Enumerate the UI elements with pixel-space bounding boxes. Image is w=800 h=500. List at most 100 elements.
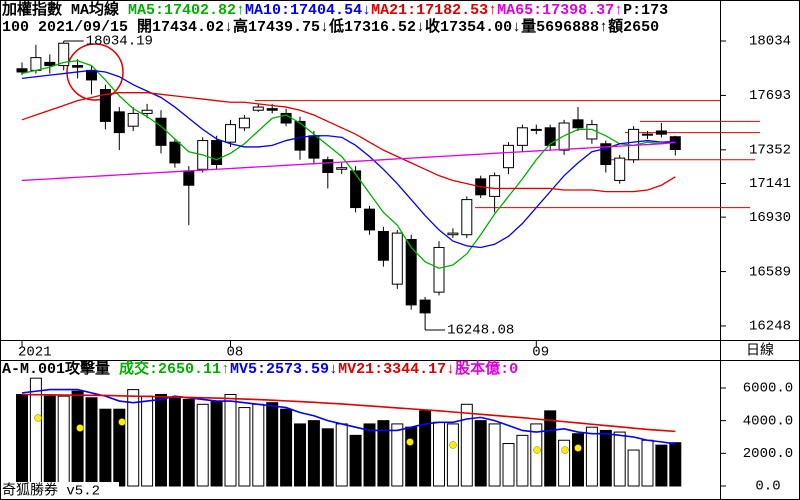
volume-bar bbox=[141, 395, 154, 487]
volume-bar bbox=[502, 443, 515, 487]
volume-bar bbox=[43, 395, 56, 487]
candle-body bbox=[572, 119, 584, 129]
ma-line bbox=[21, 69, 676, 249]
signal-dot bbox=[34, 414, 42, 422]
header-tail: P:173 bbox=[623, 2, 668, 19]
volume-bar bbox=[349, 434, 362, 487]
volume-bar bbox=[127, 389, 140, 487]
volume-bar bbox=[641, 439, 654, 487]
y-tick-label: 16589 bbox=[749, 264, 791, 280]
candle-body bbox=[127, 112, 139, 127]
volume-bar bbox=[85, 397, 98, 487]
header: 加權指數 MA均線 MA5:17402.82↑MA10:17404.54↓MA2… bbox=[1, 0, 668, 19]
volume-bar bbox=[113, 408, 126, 487]
volume-bar bbox=[99, 408, 112, 487]
candle-body bbox=[225, 124, 236, 143]
volume-bar bbox=[182, 398, 195, 487]
candle-body bbox=[530, 128, 542, 131]
y-tick-label: 17693 bbox=[749, 88, 791, 104]
y-tick-label: 18034 bbox=[749, 34, 791, 50]
volume-label: 成交:2650.11↑ bbox=[119, 359, 230, 378]
volume-bar bbox=[266, 402, 279, 487]
period-label: 日線 bbox=[746, 343, 774, 360]
candle-body bbox=[211, 140, 223, 165]
candle-body bbox=[86, 69, 97, 81]
volume-bar bbox=[321, 428, 334, 487]
volume-bar bbox=[16, 394, 28, 487]
volume-bar bbox=[210, 400, 223, 487]
candle-body bbox=[642, 133, 653, 136]
mv-line bbox=[21, 388, 676, 445]
candle-body bbox=[322, 159, 334, 173]
volume-bar bbox=[655, 444, 668, 487]
ma-line bbox=[21, 60, 676, 269]
volume-bar bbox=[585, 426, 598, 487]
candle-body bbox=[308, 135, 320, 159]
volume-bar bbox=[377, 420, 390, 487]
candle-body bbox=[72, 65, 84, 68]
ma-line bbox=[21, 141, 676, 182]
volume-bar bbox=[572, 433, 584, 487]
volume-bar bbox=[307, 420, 320, 487]
candle-body bbox=[336, 167, 348, 170]
volume-title: A-M.001攻擊量 bbox=[2, 359, 119, 378]
candle-body bbox=[503, 144, 514, 169]
mv-label: MV5:2573.59↓ bbox=[230, 361, 338, 378]
ma-line bbox=[21, 92, 676, 193]
y-tick-label: 17141 bbox=[749, 176, 791, 192]
info-line: 100 2021/09/15 開17434.02↓高17439.75↓低1731… bbox=[2, 17, 659, 36]
volume-bar bbox=[530, 423, 543, 487]
volume-bar bbox=[280, 408, 293, 487]
volume-bar bbox=[335, 423, 348, 487]
candle-body bbox=[377, 231, 389, 261]
candle-body bbox=[461, 199, 473, 236]
candle-body bbox=[433, 246, 445, 293]
volume-bar bbox=[460, 403, 473, 487]
mv-label: MV21:3344.17↓ bbox=[338, 361, 455, 378]
candle-body bbox=[489, 175, 501, 197]
x-tick-label: 2021 bbox=[18, 345, 52, 361]
volume-bar bbox=[599, 429, 612, 487]
volume-bar bbox=[516, 434, 529, 487]
candle-body bbox=[16, 68, 28, 73]
min-annotation: 16248.08 bbox=[447, 323, 514, 339]
volume-bar bbox=[558, 439, 571, 487]
y-tick-label: 0.0 bbox=[755, 479, 780, 495]
candle-body bbox=[447, 232, 459, 236]
volume-bar bbox=[391, 423, 404, 487]
max-annotation: 18034.19 bbox=[86, 34, 153, 50]
candle-body bbox=[44, 61, 56, 67]
candle-body bbox=[238, 117, 250, 129]
volume-bar bbox=[433, 421, 445, 487]
candle-body bbox=[586, 124, 598, 140]
candle-body bbox=[252, 106, 264, 111]
volume-bar bbox=[294, 423, 306, 487]
candle-body bbox=[655, 130, 667, 135]
signal-dot bbox=[406, 438, 414, 446]
footer-bg bbox=[1, 482, 119, 499]
candle-body bbox=[169, 141, 181, 164]
volume-bar bbox=[419, 410, 432, 487]
y-tick-label: 16248 bbox=[749, 319, 791, 335]
candle-body bbox=[614, 157, 626, 181]
volume-bar bbox=[669, 442, 682, 487]
x-tick-label: 08 bbox=[227, 345, 244, 361]
highlight-circle bbox=[66, 43, 124, 101]
signal-dot bbox=[449, 441, 457, 449]
x-tick-label: 09 bbox=[532, 345, 549, 361]
signal-dot bbox=[574, 444, 582, 452]
ma-label: MA5:17402.82↑ bbox=[128, 2, 245, 19]
ma-label: MA10:17404.54↓ bbox=[245, 2, 371, 19]
candle-body bbox=[113, 111, 125, 134]
volume-bar bbox=[446, 423, 459, 487]
y-tick-label: 6000.0 bbox=[743, 381, 793, 397]
signal-dot bbox=[533, 446, 541, 454]
candle-body bbox=[99, 89, 111, 122]
candle-body bbox=[419, 299, 431, 314]
candle-body bbox=[350, 170, 362, 209]
signal-dot bbox=[118, 418, 126, 426]
volume-bar bbox=[252, 403, 265, 487]
volume-bar bbox=[196, 403, 209, 487]
volume-bar bbox=[474, 420, 487, 487]
